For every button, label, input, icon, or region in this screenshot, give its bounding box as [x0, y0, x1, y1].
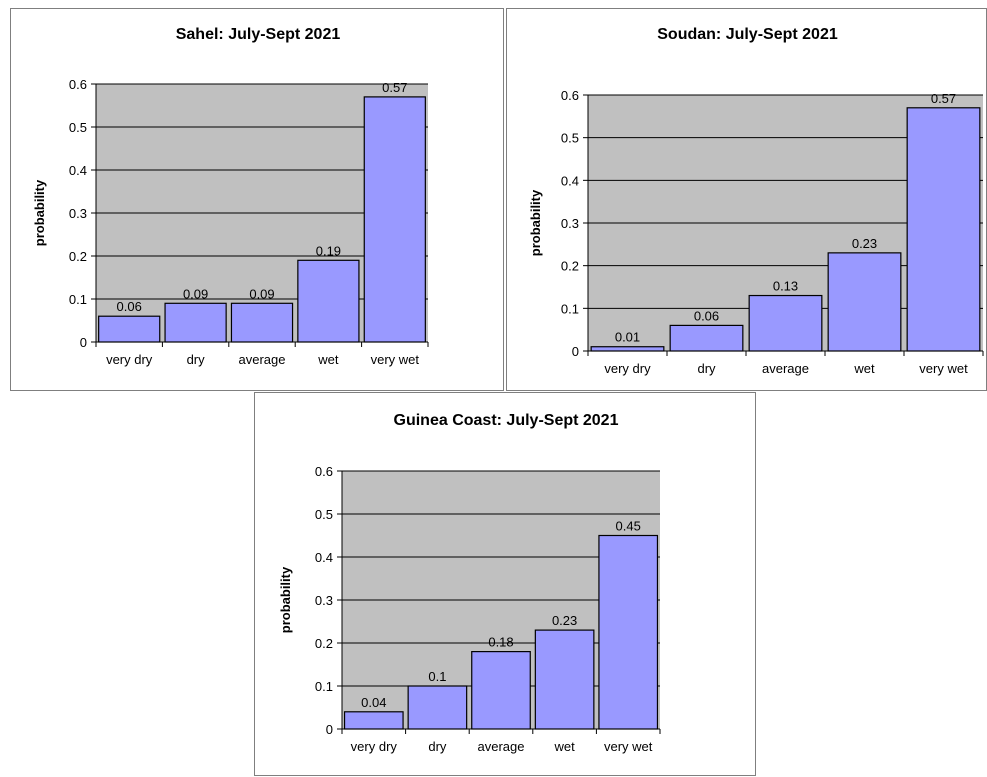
bar-guinea-coast-average [471, 651, 531, 730]
bar-sahel-very-wet [363, 96, 426, 343]
category-label-soudan-very-wet: very wet [919, 361, 968, 376]
chart-panel-sahel: Sahel: July-Sept 2021 0 0.1 0.2 0.3 0.4 0.5 0.6… [10, 8, 504, 391]
category-label-soudan-very-dry: very dry [604, 361, 651, 376]
y-tick-label-soudan: 0.2 [561, 259, 579, 274]
y-tick-label-guinea-coast: 0.4 [315, 550, 333, 565]
bar-soudan-average [748, 294, 823, 352]
data-label-soudan-average: 0.13 [773, 279, 798, 294]
bar-sahel-dry [164, 302, 227, 343]
data-label-sahel-wet: 0.19 [316, 243, 341, 258]
y-tick-label-soudan: 0.3 [561, 216, 579, 231]
bar-guinea-coast-wet [534, 629, 595, 730]
category-label-soudan-wet: wet [853, 361, 875, 376]
chart-title-soudan: Soudan: July-Sept 2021 [657, 26, 838, 43]
bar-soudan-dry [669, 324, 744, 352]
data-label-sahel-very-dry: 0.06 [117, 299, 142, 314]
category-label-sahel-very-wet: very wet [371, 352, 420, 367]
data-label-soudan-very-dry: 0.01 [615, 330, 640, 345]
y-tick-label-soudan: 0 [572, 344, 579, 359]
data-label-sahel-very-wet: 0.57 [382, 80, 407, 95]
y-tick-label-sahel: 0.1 [69, 292, 87, 307]
y-tick-label-sahel: 0.2 [69, 249, 87, 264]
y-tick-label-soudan: 0.4 [561, 173, 579, 188]
y-tick-label-sahel: 0.5 [69, 120, 87, 135]
y-axis-title-guinea-coast: probability [278, 566, 293, 633]
y-tick-label-guinea-coast: 0.6 [315, 464, 333, 479]
chart-title-sahel: Sahel: July-Sept 2021 [176, 26, 341, 43]
y-tick-label-guinea-coast: 0 [326, 722, 333, 737]
y-tick-label-soudan: 0.1 [561, 301, 579, 316]
category-label-sahel-average: average [239, 352, 286, 367]
chart-panel-soudan: Soudan: July-Sept 2021 0 0.1 0.2 0.3 0.4 0.5 0.… [506, 8, 987, 391]
data-label-guinea-coast-average: 0.18 [488, 635, 513, 650]
y-tick-label-sahel: 0 [80, 335, 87, 350]
chart-title-guinea-coast: Guinea Coast: July-Sept 2021 [394, 412, 619, 429]
bar-guinea-coast-very-dry [343, 711, 404, 730]
bar-soudan-wet [827, 252, 902, 352]
data-label-soudan-very-wet: 0.57 [931, 91, 956, 106]
y-tick-label-guinea-coast: 0.1 [315, 679, 333, 694]
data-label-sahel-dry: 0.09 [183, 286, 208, 301]
y-axis-title-sahel: probability [32, 179, 47, 246]
y-axis-title-soudan: probability [528, 189, 543, 256]
data-label-guinea-coast-very-dry: 0.04 [361, 695, 386, 710]
y-tick-label-guinea-coast: 0.2 [315, 636, 333, 651]
chart-svg-guinea-coast: Guinea Coast: July-Sept 2021 0 0.1 0.2 0.3 0.… [278, 412, 661, 754]
bar-sahel-average [230, 302, 294, 343]
data-label-soudan-dry: 0.06 [694, 308, 719, 323]
data-label-sahel-average: 0.09 [249, 286, 274, 301]
category-label-guinea-coast-wet: wet [553, 739, 575, 754]
bar-guinea-coast-very-wet [598, 534, 659, 730]
category-label-sahel-dry: dry [187, 352, 206, 367]
data-label-guinea-coast-dry: 0.1 [428, 669, 446, 684]
category-label-sahel-wet: wet [317, 352, 339, 367]
y-tick-label-guinea-coast: 0.3 [315, 593, 333, 608]
category-label-soudan-dry: dry [697, 361, 716, 376]
chart-panel-guinea-coast: Guinea Coast: July-Sept 2021 0 0.1 0.2 0.3 0.… [254, 392, 756, 776]
y-tick-label-soudan: 0.5 [561, 131, 579, 146]
y-tick-label-sahel: 0.6 [69, 77, 87, 92]
bar-soudan-very-wet [906, 107, 981, 352]
y-tick-label-soudan: 0.6 [561, 88, 579, 103]
data-label-guinea-coast-wet: 0.23 [552, 613, 577, 628]
chart-svg-sahel: Sahel: July-Sept 2021 0 0.1 0.2 0.3 0.4 0.5 0.6… [32, 26, 429, 367]
bar-sahel-wet [297, 259, 360, 343]
y-tick-label-sahel: 0.3 [69, 206, 87, 221]
category-label-sahel-very-dry: very dry [106, 352, 153, 367]
bar-sahel-very-dry [98, 315, 161, 343]
y-tick-label-sahel: 0.4 [69, 163, 87, 178]
category-label-guinea-coast-average: average [478, 739, 525, 754]
chart-svg-soudan: Soudan: July-Sept 2021 0 0.1 0.2 0.3 0.4 0.5 0.… [528, 26, 984, 376]
data-label-soudan-wet: 0.23 [852, 236, 877, 251]
category-label-guinea-coast-dry: dry [428, 739, 447, 754]
category-label-soudan-average: average [762, 361, 809, 376]
category-label-guinea-coast-very-dry: very dry [351, 739, 398, 754]
data-label-guinea-coast-very-wet: 0.45 [616, 519, 641, 534]
y-tick-label-guinea-coast: 0.5 [315, 507, 333, 522]
bar-guinea-coast-dry [407, 685, 468, 730]
category-label-guinea-coast-very-wet: very wet [604, 739, 653, 754]
bar-soudan-very-dry [590, 346, 665, 352]
